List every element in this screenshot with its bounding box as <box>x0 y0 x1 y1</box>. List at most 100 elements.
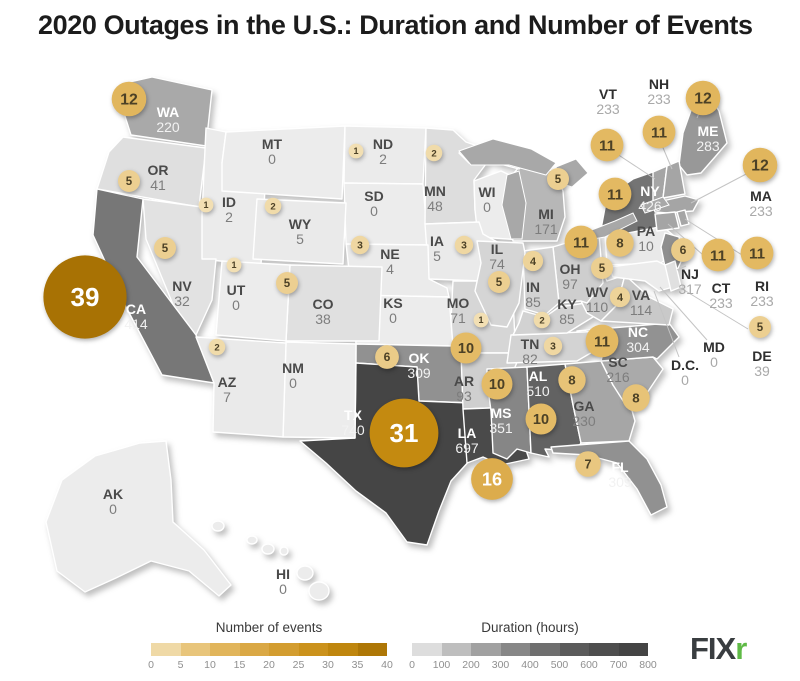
legend-segment <box>239 643 269 656</box>
event-bubble-value-FL: 7 <box>584 457 591 471</box>
legend-segment <box>500 643 530 656</box>
state-shape-NV <box>142 198 217 336</box>
state-label-SD: SD 0 <box>364 188 383 219</box>
legend-segment <box>589 643 619 656</box>
event-bubble-value-OH: 11 <box>573 234 590 251</box>
event-bubble-AR <box>450 332 482 364</box>
event-bubble-value-WY: 2 <box>270 201 275 212</box>
state-label-TX: TX 740 <box>341 407 365 438</box>
event-bubble-UT <box>226 257 242 273</box>
state-label-VA: VA 114 <box>630 287 653 318</box>
event-bubble-KY <box>533 311 551 329</box>
event-bubble-value-DE: 5 <box>757 322 764 334</box>
event-bubble-IL <box>488 271 510 293</box>
event-bubble-FL <box>575 451 601 477</box>
legend-tick: 5 <box>177 659 184 671</box>
legend-segment <box>618 643 648 656</box>
legend-tick: 800 <box>639 659 657 671</box>
state-shape-MT <box>221 125 346 200</box>
event-bubble-NJ <box>671 238 695 262</box>
event-bubble-value-KY: 2 <box>539 315 544 326</box>
event-bubble-ID <box>198 197 214 213</box>
event-bubble-NE <box>350 235 370 255</box>
state-label-WY: WY 5 <box>289 216 312 247</box>
event-bubble-value-ME: 12 <box>694 91 712 108</box>
event-bubble-value-NH: 11 <box>651 124 668 141</box>
legend-segment <box>530 643 560 656</box>
state-shape-CT <box>654 211 680 232</box>
event-bubble-value-NV: 5 <box>162 243 169 255</box>
event-bubble-SC <box>622 384 650 412</box>
state-shape-MD <box>608 260 674 292</box>
fixr-logo-dark-text: FIX <box>690 631 736 666</box>
event-bubble-IN <box>522 250 544 272</box>
event-bubble-value-CT: 11 <box>710 247 727 264</box>
state-label-AR: AR 93 <box>454 373 474 404</box>
event-bubble-value-IL: 5 <box>496 277 503 289</box>
events-legend-ticks: 0 5 10 15 20 25 30 35 40 <box>148 659 393 673</box>
event-bubble-value-IA: 3 <box>461 241 467 252</box>
state-label-MI: MI 171 <box>534 206 558 237</box>
state-shape-AZ <box>195 336 287 438</box>
state-label-NJ: NJ 317 <box>678 266 702 297</box>
event-bubble-value-OK: 6 <box>384 350 391 364</box>
fixr-logo: FIXr <box>690 631 747 667</box>
event-bubble-value-VA: 4 <box>617 292 623 304</box>
legend-segment <box>180 643 210 656</box>
state-label-GA: GA 230 <box>572 398 596 429</box>
event-bubble-AZ <box>208 338 226 356</box>
event-bubble-value-VT: 11 <box>599 137 616 154</box>
event-bubble-value-AL: 10 <box>533 412 549 428</box>
state-label-IA: IA 5 <box>430 233 444 264</box>
event-bubble-value-NE: 3 <box>357 241 363 252</box>
event-bubble-TX <box>369 398 439 468</box>
event-bubble-CA <box>43 255 127 339</box>
lake-superior-icon <box>458 138 557 176</box>
event-bubble-value-MN: 2 <box>431 148 436 159</box>
event-bubble-value-MA: 12 <box>751 158 769 175</box>
state-shape-HI-island <box>308 581 330 601</box>
state-label-VT: VT 233 <box>596 86 620 117</box>
state-label-KY: KY 85 <box>557 296 577 327</box>
event-bubble-value-RI: 11 <box>749 245 766 262</box>
state-label-AL: AL 510 <box>526 368 550 399</box>
legend-tick: 35 <box>351 659 364 671</box>
event-bubble-value-NJ: 6 <box>680 243 687 257</box>
state-shape-CO <box>285 264 383 342</box>
event-bubble-OR <box>118 170 140 192</box>
event-bubble-OH <box>564 225 598 259</box>
fixr-logo-green-letter: r <box>735 631 747 666</box>
event-bubble-CT <box>701 238 735 272</box>
legend-tick: 100 <box>432 659 451 671</box>
legend-tick: 0 <box>409 659 415 671</box>
state-label-LA: LA 697 <box>455 425 479 456</box>
state-label-ME: ME 283 <box>696 123 720 154</box>
legend-tick: 400 <box>521 659 539 671</box>
event-bubble-value-NY: 11 <box>607 186 624 203</box>
event-bubble-VT <box>590 128 624 162</box>
event-bubble-LA <box>471 458 513 500</box>
state-label-NH: NH 233 <box>647 76 671 107</box>
state-label-OR: OR 41 <box>148 162 169 193</box>
state-label-NC: NC 304 <box>626 324 650 355</box>
state-shape-RI <box>676 209 690 227</box>
event-bubble-value-MS: 10 <box>489 377 505 393</box>
lakes-layer <box>458 138 670 240</box>
state-label-WI: WI 0 <box>478 184 495 215</box>
state-label-CA: CA 414 <box>124 301 148 332</box>
event-bubble-value-NC: 11 <box>594 333 611 350</box>
state-shape-HI-island <box>261 543 275 555</box>
event-bubble-value-AZ: 2 <box>214 342 219 353</box>
state-label-NY: NY 426 <box>638 183 662 214</box>
state-label-PA: PA 10 <box>637 223 655 254</box>
legend-segment <box>559 643 589 656</box>
state-shape-SD <box>343 182 429 246</box>
state-label-DC: D.C. 0 <box>671 357 699 388</box>
event-bubble-DE <box>749 316 771 338</box>
legend-tick: 200 <box>462 659 480 671</box>
state-label-OH: OH 97 <box>560 261 581 292</box>
legend-segment <box>269 643 299 656</box>
state-label-IN: IN 85 <box>525 279 541 310</box>
event-bubble-value-PA: 8 <box>616 236 623 251</box>
